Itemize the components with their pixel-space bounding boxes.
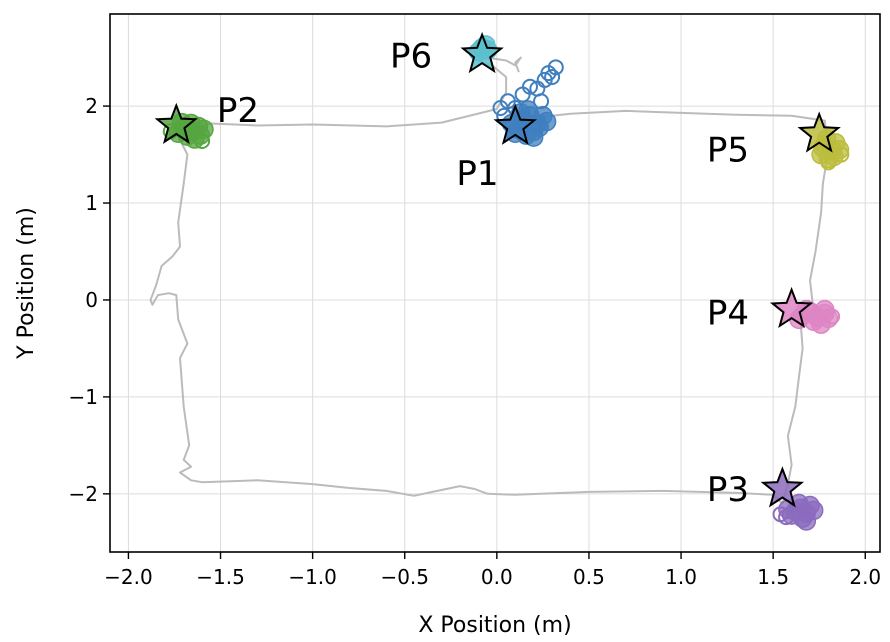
- p2-label: P2: [217, 91, 259, 131]
- x-tick-label: 0.5: [573, 565, 605, 589]
- x-tick-label: 0.0: [481, 565, 513, 589]
- p5-star-marker: [797, 111, 841, 153]
- p1-sample-point: [536, 111, 557, 132]
- p1-star-marker: [493, 103, 537, 145]
- y-tick-label: 2: [85, 94, 98, 118]
- y-tick-label: 1: [85, 191, 98, 215]
- x-tick-label: −1.5: [196, 565, 245, 589]
- x-tick-label: −1.0: [288, 565, 337, 589]
- p3-label: P3: [707, 470, 749, 510]
- star-layer: [154, 31, 841, 508]
- p2-star-marker: [154, 102, 198, 144]
- x-tick-label: −0.5: [380, 565, 429, 589]
- axes-frame: [109, 13, 881, 553]
- y-tick-label: 0: [85, 288, 98, 312]
- y-tick-label: −1: [69, 385, 98, 409]
- p2-sample-point: [184, 129, 205, 149]
- x-axis-label: X Position (m): [418, 613, 571, 638]
- x-tick-label: 1.0: [665, 565, 697, 589]
- p3-sample-point: [796, 511, 817, 531]
- p1-trail-point: [544, 69, 561, 86]
- p4-label: P4: [707, 294, 749, 334]
- grid: [110, 14, 880, 552]
- p1-trail-point: [547, 59, 564, 76]
- y-axis-label: Y Position (m): [14, 207, 39, 360]
- x-tick-label: 1.5: [757, 565, 789, 589]
- p4-sample-point: [814, 299, 835, 320]
- plot-area: [149, 31, 850, 531]
- p4-star-marker: [769, 286, 814, 329]
- y-tick-label: −2: [69, 482, 98, 506]
- p6-label: P6: [390, 37, 432, 77]
- p1-trail-point: [522, 78, 538, 95]
- x-tick-label: −2.0: [104, 565, 153, 589]
- p1-label: P1: [456, 154, 498, 194]
- x-tick-label: 2.0: [849, 565, 881, 589]
- ticks: −2.0 −1.5 −1.0 −0.5 0.0 0.5 1.0 1.5 2.0 −2 −1 0 1 2: [69, 94, 882, 589]
- p6-star-marker: [460, 31, 504, 74]
- point-labels: P1 P2 P3 P4 P5 P6: [217, 37, 749, 510]
- marker-layer: [162, 35, 850, 531]
- p3-star-marker: [760, 466, 805, 508]
- p5-label: P5: [707, 131, 749, 171]
